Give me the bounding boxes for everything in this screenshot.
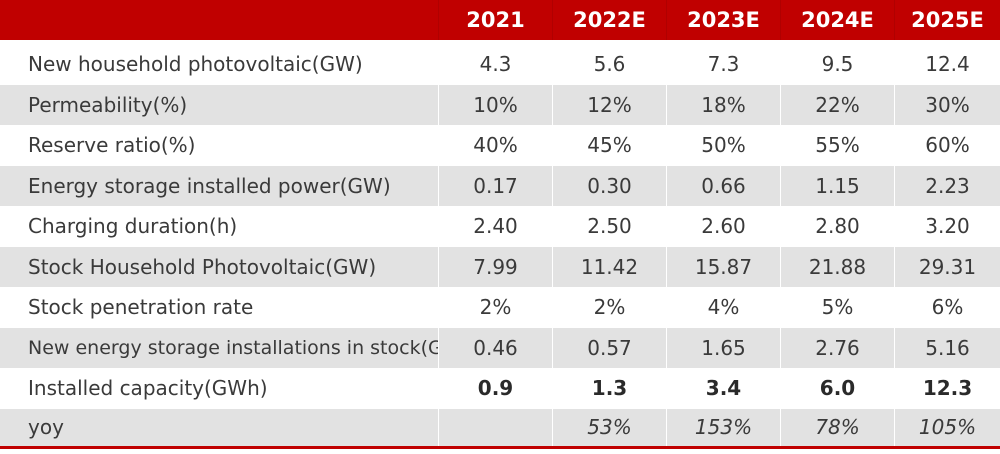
row-label: Stock penetration rate xyxy=(28,295,254,320)
row-value: 3.20 xyxy=(894,206,1000,247)
row-value: 50% xyxy=(666,125,780,166)
row-value: 5.6 xyxy=(552,44,666,85)
row-label: Installed capacity(GWh) xyxy=(28,376,268,401)
row-value: 1.65 xyxy=(666,327,780,368)
header-year-2023e: 2023E xyxy=(666,0,780,40)
row-value: 12% xyxy=(552,84,666,125)
row-value: 78% xyxy=(780,408,894,446)
row-value: 2.50 xyxy=(552,206,666,247)
table-row: Energy storage installed power(GW) 0.17 … xyxy=(0,165,1000,206)
header-year-2025e: 2025E xyxy=(894,0,1000,40)
row-value: 12.4 xyxy=(894,44,1000,85)
row-value: 0.30 xyxy=(552,165,666,206)
row-value: 153% xyxy=(666,408,780,446)
table-row: New household photovoltaic(GW) 4.3 5.6 7… xyxy=(0,44,1000,85)
table-row: Stock penetration rate 2% 2% 4% 5% 6% xyxy=(0,287,1000,328)
table-row: yoy 53% 153% 78% 105% xyxy=(0,408,1000,449)
row-value: 0.17 xyxy=(438,165,552,206)
row-value: 7.99 xyxy=(438,246,552,287)
row-label: Reserve ratio(%) xyxy=(28,133,196,158)
row-value: 7.3 xyxy=(666,44,780,85)
table-row: Installed capacity(GWh) 0.9 1.3 3.4 6.0 … xyxy=(0,368,1000,409)
row-value: 5% xyxy=(780,287,894,328)
table-row: Stock Household Photovoltaic(GW) 7.99 11… xyxy=(0,246,1000,287)
row-value: 1.15 xyxy=(780,165,894,206)
table-row: Charging duration(h) 2.40 2.50 2.60 2.80… xyxy=(0,206,1000,247)
row-label: yoy xyxy=(28,415,64,439)
header-corner-cell xyxy=(0,0,438,40)
row-label: Charging duration(h) xyxy=(28,214,238,239)
row-value: 45% xyxy=(552,125,666,166)
row-value: 29.31 xyxy=(894,246,1000,287)
row-value: 60% xyxy=(894,125,1000,166)
row-value: 6% xyxy=(894,287,1000,328)
row-value xyxy=(438,408,552,446)
table-header-row: 2021 2022E 2023E 2024E 2025E xyxy=(0,0,1000,40)
row-value: 2.80 xyxy=(780,206,894,247)
row-value: 55% xyxy=(780,125,894,166)
row-value: 18% xyxy=(666,84,780,125)
row-value: 2% xyxy=(552,287,666,328)
header-year-2022e: 2022E xyxy=(552,0,666,40)
row-label: Permeability(%) xyxy=(28,92,188,117)
table-row: Reserve ratio(%) 40% 45% 50% 55% 60% xyxy=(0,125,1000,166)
row-label: Energy storage installed power(GW) xyxy=(28,173,391,198)
row-value: 22% xyxy=(780,84,894,125)
row-value: 0.9 xyxy=(438,368,552,409)
row-value: 11.42 xyxy=(552,246,666,287)
row-value: 0.66 xyxy=(666,165,780,206)
row-value: 2.23 xyxy=(894,165,1000,206)
row-value: 3.4 xyxy=(666,368,780,409)
table-row: Permeability(%) 10% 12% 18% 22% 30% xyxy=(0,84,1000,125)
row-value: 30% xyxy=(894,84,1000,125)
table-row: New energy storage installations in stoc… xyxy=(0,327,1000,368)
row-value: 4.3 xyxy=(438,44,552,85)
row-label: Stock Household Photovoltaic(GW) xyxy=(28,254,377,279)
row-value: 15.87 xyxy=(666,246,780,287)
header-year-2024e: 2024E xyxy=(780,0,894,40)
row-value: 9.5 xyxy=(780,44,894,85)
row-value: 6.0 xyxy=(780,368,894,409)
row-value: 0.46 xyxy=(438,327,552,368)
row-value: 5.16 xyxy=(894,327,1000,368)
row-value: 2.40 xyxy=(438,206,552,247)
row-value: 10% xyxy=(438,84,552,125)
row-value: 0.57 xyxy=(552,327,666,368)
row-value: 12.3 xyxy=(894,368,1000,409)
row-label: New energy storage installations in stoc… xyxy=(28,336,438,359)
row-value: 53% xyxy=(552,408,666,446)
row-value: 1.3 xyxy=(552,368,666,409)
row-value: 2% xyxy=(438,287,552,328)
row-value: 2.60 xyxy=(666,206,780,247)
row-value: 40% xyxy=(438,125,552,166)
row-value: 105% xyxy=(894,408,1000,446)
header-year-2021: 2021 xyxy=(438,0,552,40)
row-label: New household photovoltaic(GW) xyxy=(28,52,363,77)
row-value: 4% xyxy=(666,287,780,328)
row-value: 21.88 xyxy=(780,246,894,287)
row-value: 2.76 xyxy=(780,327,894,368)
